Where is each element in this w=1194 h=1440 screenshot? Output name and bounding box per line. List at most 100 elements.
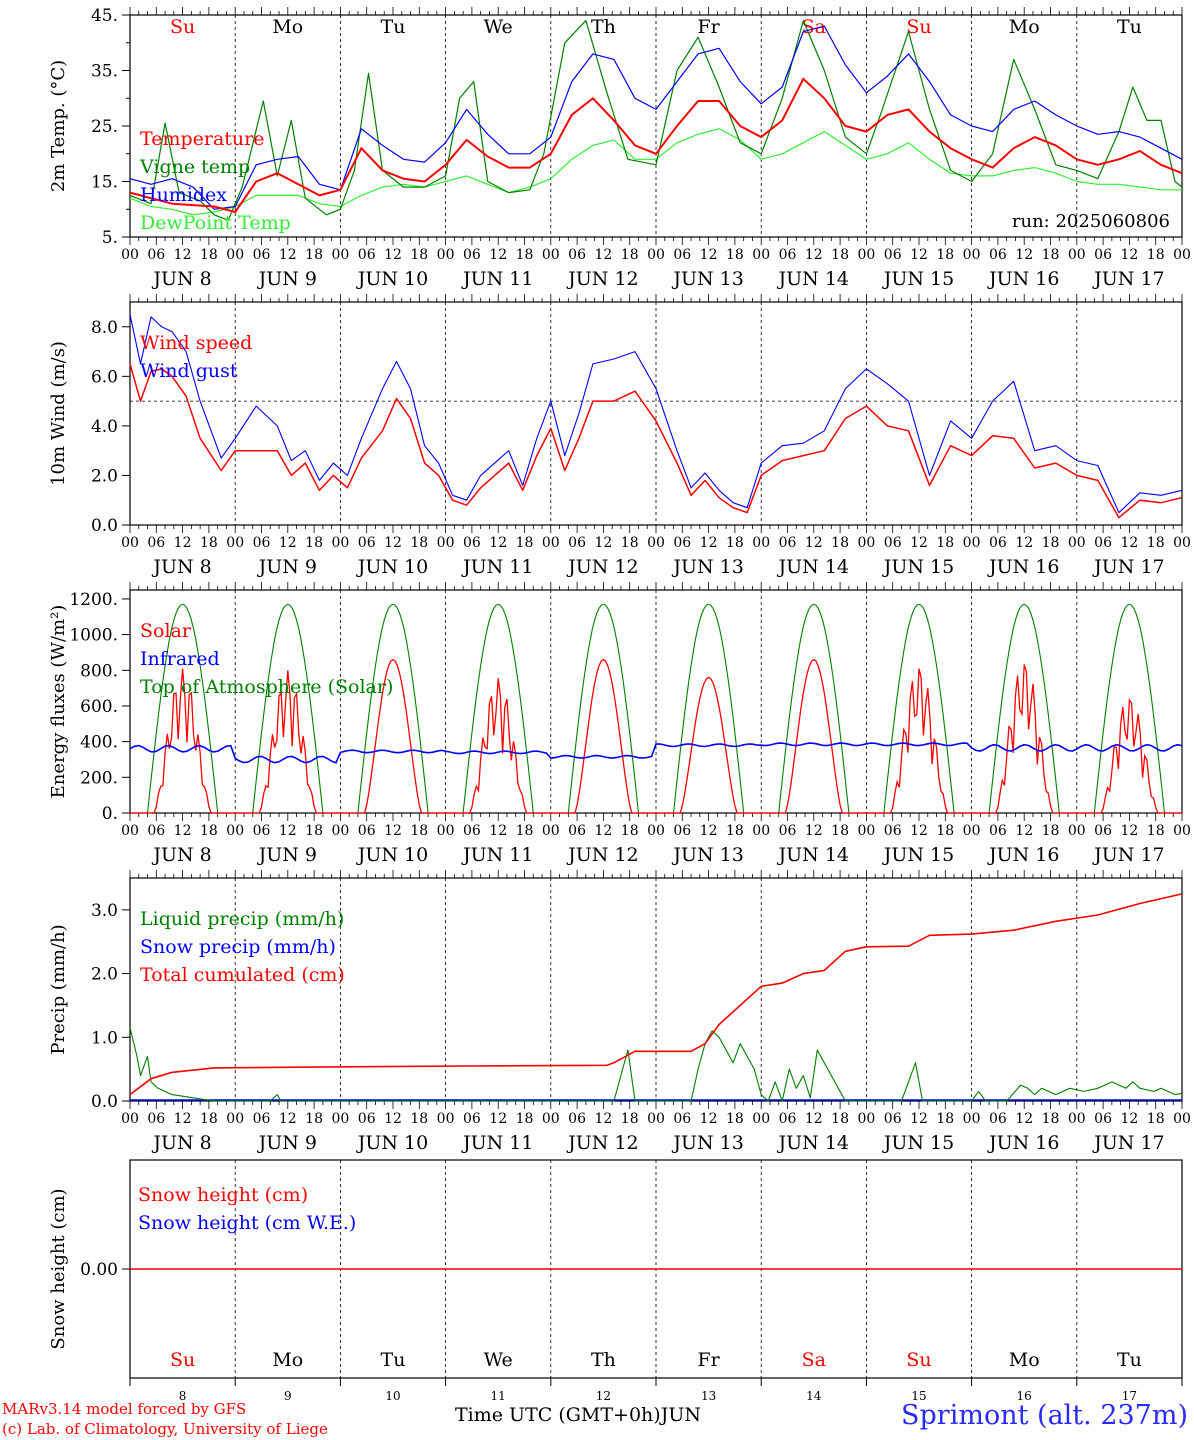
series-line (129, 314, 1183, 514)
y-tick-label: 4.0 (91, 417, 118, 437)
y-tick-label: 1000. (69, 626, 118, 646)
weekday-label: Th (591, 1349, 616, 1371)
date-label: JUN 16 (987, 556, 1059, 578)
hour-label: 00 (647, 823, 665, 839)
hour-label: 00 (1173, 1111, 1191, 1127)
y-tick-label: 35. (91, 62, 118, 82)
toa-solar-line (130, 603, 1182, 814)
hour-label: 18 (200, 535, 218, 551)
hour-label: 18 (305, 1111, 323, 1127)
hour-label: 06 (358, 1111, 376, 1127)
day-number: 16 (1017, 1389, 1032, 1403)
hour-label: 00 (752, 247, 770, 263)
hour-label: 18 (726, 823, 744, 839)
lab-credit: (c) Lab. of Climatology, University of L… (2, 1420, 328, 1438)
weekday-label: Sa (802, 1349, 826, 1371)
hour-label: 18 (1147, 1111, 1165, 1127)
y-tick-label: 0.00 (80, 1260, 118, 1280)
hour-label: 12 (489, 247, 507, 263)
weekday-label: Mo (272, 16, 303, 38)
date-label: JUN 13 (671, 844, 743, 866)
hour-label: 18 (936, 823, 954, 839)
weekday-label: Su (906, 1349, 931, 1371)
hour-label: 00 (437, 247, 455, 263)
hour-label: 06 (1094, 823, 1112, 839)
y-tick-label: 5. (102, 228, 118, 248)
date-label: JUN 16 (987, 1132, 1059, 1154)
hour-label: 18 (831, 1111, 849, 1127)
weekday-label: Su (906, 16, 931, 38)
hour-label: 00 (1068, 823, 1086, 839)
date-label: JUN 14 (777, 268, 849, 290)
hour-label: 00 (963, 1111, 981, 1127)
hour-label: 06 (989, 823, 1007, 839)
day-number: 8 (179, 1389, 187, 1403)
hour-label: 00 (437, 1111, 455, 1127)
series-line (129, 893, 1183, 1096)
date-label: JUN 12 (566, 556, 638, 578)
hour-label: 12 (174, 535, 192, 551)
legend-entry: Snow height (cm) (138, 1184, 308, 1206)
hour-label: 12 (700, 535, 718, 551)
hour-label: 00 (437, 823, 455, 839)
day-number: 10 (385, 1389, 400, 1403)
hour-label: 12 (805, 823, 823, 839)
hour-label: 06 (253, 1111, 271, 1127)
date-label: JUN 13 (671, 1132, 743, 1154)
weekday-label: Mo (1009, 16, 1040, 38)
hour-label: 00 (331, 247, 349, 263)
hour-label: 00 (752, 535, 770, 551)
hour-label: 00 (963, 535, 981, 551)
hour-label: 06 (463, 823, 481, 839)
hour-label: 18 (621, 535, 639, 551)
hour-label: 06 (358, 247, 376, 263)
hour-label: 06 (884, 535, 902, 551)
date-label: JUN 9 (257, 844, 317, 866)
day-number: 9 (284, 1389, 292, 1403)
hour-label: 12 (489, 823, 507, 839)
hour-label: 12 (384, 535, 402, 551)
date-label: JUN 9 (257, 556, 317, 578)
date-label: JUN 17 (1092, 556, 1164, 578)
hour-label: 12 (594, 535, 612, 551)
hour-label: 18 (1042, 247, 1060, 263)
hour-label: 00 (542, 823, 560, 839)
hour-label: 06 (253, 823, 271, 839)
hour-label: 12 (700, 823, 718, 839)
hour-label: 00 (1068, 535, 1086, 551)
y-tick-label: 200. (80, 768, 118, 788)
hour-label: 06 (568, 1111, 586, 1127)
hour-label: 18 (1042, 535, 1060, 551)
hour-label: 12 (279, 1111, 297, 1127)
date-label: JUN 11 (461, 844, 533, 866)
date-label: JUN 14 (777, 844, 849, 866)
hour-label: 00 (1173, 247, 1191, 263)
date-label: JUN 12 (566, 268, 638, 290)
hour-label: 12 (279, 535, 297, 551)
hour-label: 12 (1015, 535, 1033, 551)
date-label: JUN 8 (151, 556, 211, 578)
hour-label: 06 (463, 247, 481, 263)
date-label: JUN 17 (1092, 1132, 1164, 1154)
hour-label: 00 (542, 535, 560, 551)
hour-label: 18 (516, 823, 534, 839)
infrared-line (129, 742, 1183, 764)
weekday-label: Fr (697, 1349, 720, 1371)
hour-label: 12 (384, 247, 402, 263)
hour-label: 00 (226, 823, 244, 839)
weekday-label: We (484, 1349, 513, 1371)
hour-label: 12 (489, 1111, 507, 1127)
hour-label: 12 (594, 823, 612, 839)
hour-label: 12 (1015, 1111, 1033, 1127)
y-axis-label: Energy fluxes (W/m²) (48, 605, 69, 799)
hour-label: 00 (226, 247, 244, 263)
hour-label: 12 (700, 1111, 718, 1127)
y-tick-label: 1200. (69, 590, 118, 610)
y-axis-label: Snow height (cm) (48, 1188, 69, 1349)
date-label: JUN 16 (987, 268, 1059, 290)
hour-label: 18 (305, 535, 323, 551)
hour-label: 00 (752, 1111, 770, 1127)
hour-label: 18 (410, 1111, 428, 1127)
panel-2: 0. 200. 400. 600. 800. 1000. 1200.Energy fluxe… (48, 582, 1191, 866)
hour-label: 12 (384, 823, 402, 839)
